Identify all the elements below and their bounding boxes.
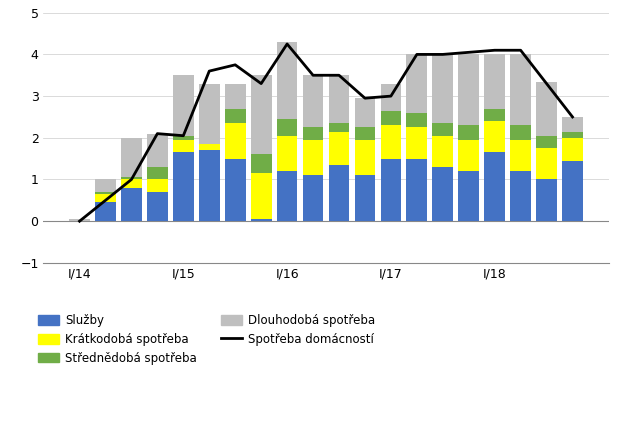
Bar [121, 138, 142, 177]
Bar [302, 127, 324, 140]
Bar [484, 54, 505, 109]
Bar [381, 159, 401, 221]
Bar [173, 140, 194, 152]
Bar [381, 111, 401, 126]
Bar [562, 131, 583, 138]
Bar [95, 192, 116, 194]
Bar [251, 219, 271, 221]
Bar [199, 151, 220, 221]
Bar [510, 54, 531, 126]
Bar [536, 136, 557, 148]
Bar [562, 161, 583, 221]
Bar [562, 138, 583, 161]
Bar [510, 140, 531, 171]
Bar [407, 159, 427, 221]
Bar [458, 171, 479, 221]
Bar [121, 188, 142, 221]
Legend: Služby, Krátkodobá spotřeba, Střednědobá spotřeba, Dlouhodobá spotřeba, Spotřeba: Služby, Krátkodobá spotřeba, Střednědobá… [38, 314, 375, 365]
Bar [536, 179, 557, 221]
Bar [407, 54, 427, 113]
Bar [251, 75, 271, 154]
Bar [432, 123, 453, 136]
Bar [225, 84, 245, 109]
Bar [407, 127, 427, 159]
Bar [95, 194, 116, 202]
Bar [407, 113, 427, 127]
Bar [173, 75, 194, 136]
Bar [432, 167, 453, 221]
Bar [277, 42, 297, 119]
Bar [381, 84, 401, 111]
Bar [329, 131, 350, 165]
Bar [95, 202, 116, 221]
Bar [355, 127, 375, 140]
Bar [69, 219, 90, 221]
Bar [121, 179, 142, 188]
Bar [381, 126, 401, 159]
Bar [147, 134, 168, 167]
Bar [199, 84, 220, 144]
Bar [355, 98, 375, 127]
Bar [277, 119, 297, 136]
Bar [121, 177, 142, 179]
Bar [251, 173, 271, 219]
Bar [302, 140, 324, 176]
Bar [302, 75, 324, 127]
Bar [458, 140, 479, 171]
Bar [458, 54, 479, 126]
Bar [147, 167, 168, 179]
Bar [562, 117, 583, 131]
Bar [484, 121, 505, 152]
Bar [432, 54, 453, 123]
Bar [510, 171, 531, 221]
Bar [199, 142, 220, 151]
Bar [173, 136, 194, 140]
Bar [225, 109, 245, 123]
Bar [302, 176, 324, 221]
Bar [225, 123, 245, 159]
Bar [225, 159, 245, 221]
Bar [536, 81, 557, 136]
Bar [329, 75, 350, 123]
Bar [355, 176, 375, 221]
Bar [173, 152, 194, 221]
Bar [432, 136, 453, 167]
Bar [147, 179, 168, 192]
Bar [277, 171, 297, 221]
Bar [536, 148, 557, 179]
Bar [510, 126, 531, 140]
Bar [458, 126, 479, 140]
Bar [277, 136, 297, 171]
Bar [355, 140, 375, 176]
Bar [95, 179, 116, 192]
Bar [484, 109, 505, 121]
Bar [199, 142, 220, 144]
Bar [329, 165, 350, 221]
Bar [251, 154, 271, 173]
Bar [147, 192, 168, 221]
Bar [329, 123, 350, 131]
Bar [484, 152, 505, 221]
